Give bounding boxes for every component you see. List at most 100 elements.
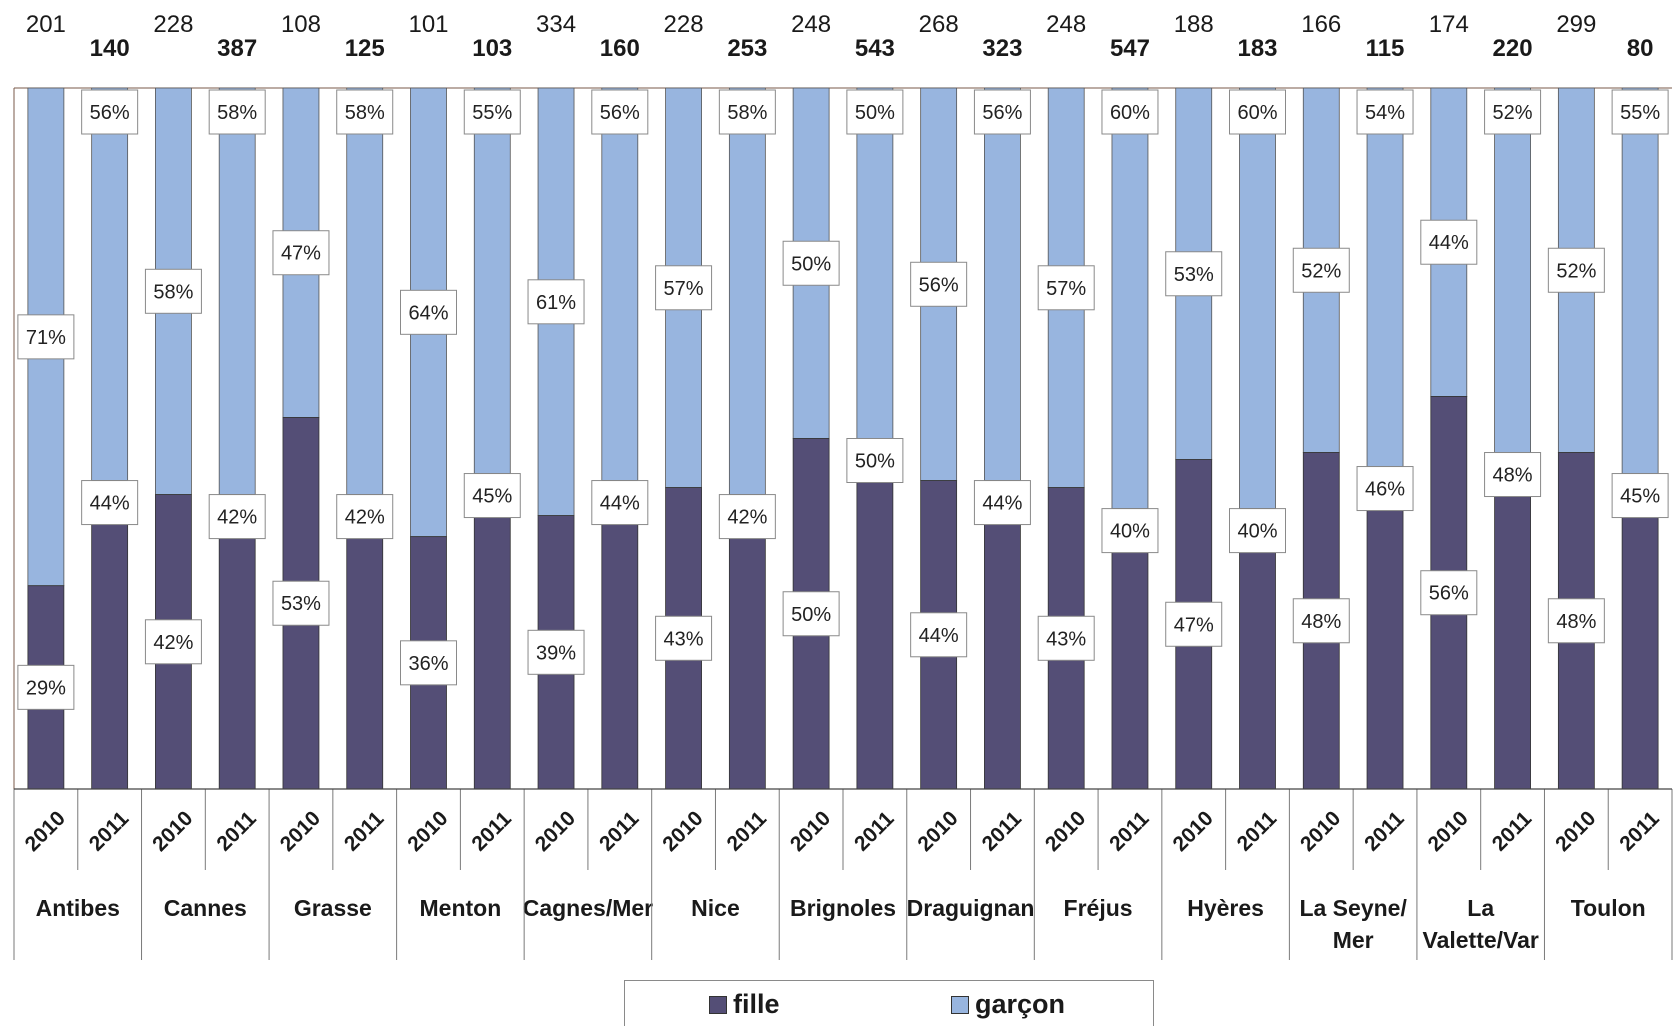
data-label-fille-menton-2010-box <box>400 640 457 686</box>
legend-item-fille: fille <box>709 989 780 1020</box>
data-label-fille-brignoles-2011-box <box>846 438 904 483</box>
data-label-garcon-menton-2010: 64% <box>408 302 448 324</box>
total-label-brignoles-2010: 248 <box>791 11 831 38</box>
total-label-grasse-2011: 125 <box>345 35 385 62</box>
legend-label-fille: fille <box>733 989 780 1019</box>
total-label-nice-2011: 253 <box>727 35 767 62</box>
bar-garcon-menton-2011 <box>473 87 511 474</box>
data-label-fille-draguignan-2011: 44% <box>982 493 1022 515</box>
data-label-garcon-draguignan-2011-box <box>973 89 1031 135</box>
data-label-garcon-cannes-2011: 58% <box>217 102 257 124</box>
data-label-garcon-cannes-2011-box <box>208 89 266 135</box>
bar-garcon-nice-2011 <box>728 87 766 495</box>
total-label-hy-res-2010: 188 <box>1174 11 1214 38</box>
total-label-la-valette-var-2011: 220 <box>1493 35 1533 62</box>
total-label-fr-jus-2010: 248 <box>1046 11 1086 38</box>
data-label-garcon-draguignan-2011: 56% <box>982 102 1022 124</box>
data-label-fille-nice-2011: 42% <box>727 507 767 529</box>
bar-fille-la-valette-var-2011 <box>1494 452 1531 790</box>
category-label-nice: Nice <box>691 895 740 921</box>
year-label-draguignan-2011: 2011 <box>978 807 1027 856</box>
data-label-fille-antibes-2011-box <box>81 480 139 526</box>
data-label-garcon-hy-res-2011: 60% <box>1237 102 1277 124</box>
data-label-garcon-brignoles-2010-box <box>782 240 840 286</box>
data-label-garcon-fr-jus-2011: 60% <box>1110 102 1150 124</box>
legend-swatch-garcon <box>951 995 969 1014</box>
data-label-fille-cannes-2011-box <box>208 494 266 540</box>
data-label-garcon-toulon-2011: 55% <box>1620 102 1660 124</box>
total-label-draguignan-2010: 268 <box>919 11 959 38</box>
data-label-garcon-la-valette-var-2011: 52% <box>1493 102 1533 124</box>
year-label-la-valette-var-2011: 2011 <box>1488 807 1537 856</box>
year-label-la-seyne-mer-2010: 2010 <box>1296 807 1345 856</box>
year-label-fr-jus-2011: 2011 <box>1105 807 1154 856</box>
year-label-cagnes-mer-2010: 2010 <box>531 807 580 856</box>
total-label-antibes-2010: 201 <box>26 11 66 38</box>
data-label-fille-antibes-2010-box <box>17 664 75 710</box>
total-label-antibes-2011: 140 <box>90 35 130 62</box>
total-label-fr-jus-2011: 547 <box>1110 35 1150 62</box>
category-label-la-valette-var-line2: Valette/Var <box>1423 927 1539 953</box>
data-label-garcon-nice-2011-box <box>718 89 776 135</box>
data-label-fille-menton-2010: 36% <box>408 653 448 675</box>
total-label-menton-2011: 103 <box>472 35 512 62</box>
year-label-cannes-2011: 2011 <box>212 807 261 856</box>
data-label-garcon-grasse-2011-box <box>336 89 394 135</box>
category-label-fr-jus: Fréjus <box>1064 895 1133 921</box>
category-label-la-seyne-mer-line1: La Seyne/ <box>1299 895 1407 921</box>
bar-fille-antibes-2011 <box>91 480 129 790</box>
year-label-brignoles-2011: 2011 <box>850 807 899 856</box>
year-label-hy-res-2011: 2011 <box>1233 807 1282 856</box>
bar-garcon-hy-res-2011 <box>1239 87 1276 510</box>
data-label-fille-la-valette-var-2011-box <box>1484 452 1542 498</box>
data-label-fille-cannes-2011: 42% <box>217 507 257 529</box>
category-label-cagnes-mer: Cagnes/Mer <box>523 895 653 921</box>
data-label-fille-cagnes-mer-2011-box <box>591 480 649 526</box>
data-label-garcon-draguignan-2010-box <box>910 261 968 307</box>
data-label-fille-cagnes-mer-2011: 44% <box>600 493 640 515</box>
data-label-fille-grasse-2010-box <box>272 580 330 626</box>
data-label-garcon-fr-jus-2010-box <box>1037 265 1095 311</box>
data-label-garcon-menton-2010-box <box>400 289 457 335</box>
data-label-garcon-nice-2011: 58% <box>727 102 767 124</box>
legend-label-garcon: garçon <box>975 989 1066 1019</box>
total-label-grasse-2010: 108 <box>281 11 321 38</box>
year-label-brignoles-2010: 2010 <box>786 807 835 856</box>
category-label-toulon: Toulon <box>1571 895 1646 921</box>
data-label-garcon-cannes-2010: 58% <box>153 281 193 303</box>
data-label-fille-draguignan-2010: 44% <box>919 625 959 647</box>
data-label-fille-antibes-2010: 29% <box>26 677 66 699</box>
year-label-hy-res-2010: 2010 <box>1168 807 1217 856</box>
data-label-fille-fr-jus-2011: 40% <box>1110 521 1150 543</box>
data-label-fille-la-seyne-mer-2010: 48% <box>1301 611 1341 633</box>
data-label-garcon-cagnes-mer-2010: 61% <box>536 292 576 314</box>
year-label-fr-jus-2010: 2010 <box>1041 807 1090 856</box>
total-label-toulon-2010: 299 <box>1556 11 1596 38</box>
data-label-garcon-antibes-2010-box <box>17 314 75 360</box>
total-label-menton-2010: 101 <box>408 11 448 38</box>
year-label-grasse-2011: 2011 <box>340 807 389 856</box>
total-label-la-seyne-mer-2010: 166 <box>1301 11 1341 38</box>
data-label-garcon-antibes-2011: 56% <box>90 102 130 124</box>
data-label-garcon-nice-2010-box <box>655 265 713 311</box>
data-label-garcon-hy-res-2010: 53% <box>1174 264 1214 286</box>
bar-garcon-cagnes-mer-2011 <box>601 87 639 481</box>
bar-garcon-la-seyne-mer-2011 <box>1366 87 1404 467</box>
total-label-la-seyne-mer-2011: 115 <box>1366 35 1405 62</box>
data-label-garcon-brignoles-2011: 50% <box>855 102 895 124</box>
year-label-menton-2010: 2010 <box>403 807 452 856</box>
data-label-garcon-brignoles-2010: 50% <box>791 253 831 275</box>
data-label-garcon-nice-2010: 57% <box>664 278 704 300</box>
data-label-fille-grasse-2010: 53% <box>281 593 321 615</box>
data-label-fille-la-seyne-mer-2011: 46% <box>1365 479 1405 501</box>
year-label-nice-2010: 2010 <box>658 807 707 856</box>
data-label-fille-nice-2010: 43% <box>664 628 704 650</box>
year-label-cannes-2010: 2010 <box>148 807 197 856</box>
data-label-garcon-la-valette-var-2010-box <box>1420 219 1478 265</box>
bar-fille-cagnes-mer-2011 <box>601 480 639 790</box>
data-label-garcon-fr-jus-2011-box <box>1101 89 1159 135</box>
bar-fille-brignoles-2011 <box>856 438 894 790</box>
bar-garcon-grasse-2011 <box>346 87 384 495</box>
data-label-garcon-grasse-2010: 47% <box>281 243 321 265</box>
